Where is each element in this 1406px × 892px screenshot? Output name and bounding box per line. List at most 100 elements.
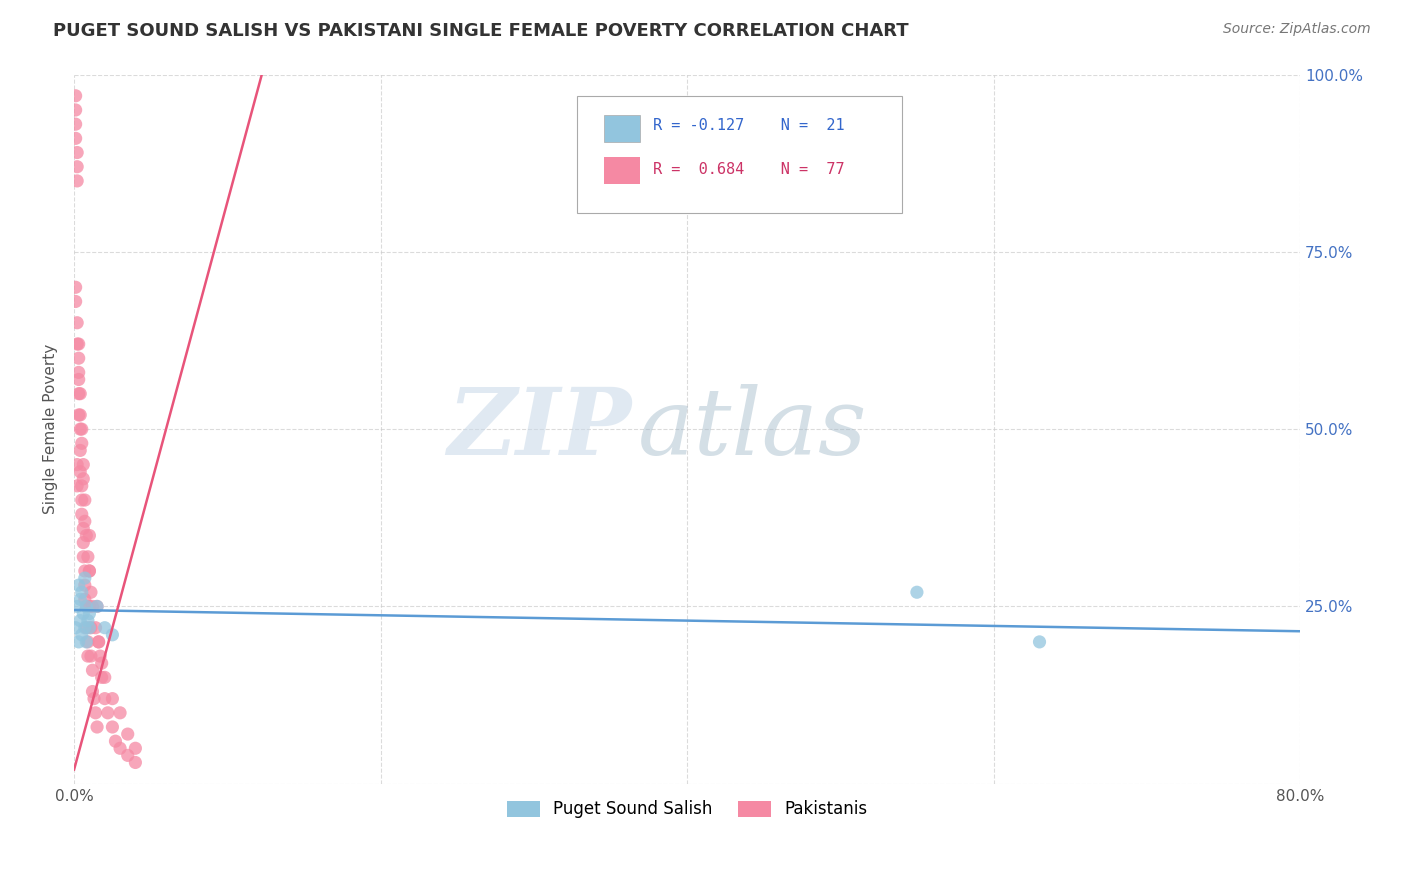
FancyBboxPatch shape bbox=[576, 95, 901, 213]
Point bbox=[79, 621, 101, 635]
Point bbox=[72, 521, 94, 535]
Point bbox=[75, 528, 97, 542]
Point bbox=[70, 436, 93, 450]
Bar bbox=[603, 158, 641, 185]
Point bbox=[69, 408, 91, 422]
Point bbox=[84, 621, 107, 635]
Point bbox=[69, 443, 91, 458]
Text: atlas: atlas bbox=[638, 384, 868, 475]
Point bbox=[77, 649, 100, 664]
Point bbox=[77, 549, 100, 564]
Point bbox=[93, 691, 115, 706]
Point bbox=[124, 741, 146, 756]
Point bbox=[101, 720, 124, 734]
Point bbox=[67, 578, 90, 592]
Point bbox=[75, 599, 97, 614]
Point bbox=[66, 316, 89, 330]
Point bbox=[66, 160, 89, 174]
Point bbox=[124, 756, 146, 770]
Point bbox=[69, 386, 91, 401]
Point bbox=[80, 649, 103, 664]
Point bbox=[86, 599, 108, 614]
Point bbox=[73, 564, 96, 578]
Point bbox=[80, 585, 103, 599]
Bar bbox=[603, 115, 641, 142]
Point bbox=[73, 592, 96, 607]
Point bbox=[117, 727, 139, 741]
Point bbox=[65, 621, 87, 635]
Point bbox=[72, 549, 94, 564]
Point bbox=[66, 479, 89, 493]
Point bbox=[97, 706, 120, 720]
Point bbox=[79, 599, 101, 614]
Point bbox=[82, 599, 104, 614]
Point bbox=[84, 706, 107, 720]
Text: R = -0.127    N =  21: R = -0.127 N = 21 bbox=[652, 118, 845, 133]
Point bbox=[67, 372, 90, 386]
Point bbox=[93, 670, 115, 684]
Text: R =  0.684    N =  77: R = 0.684 N = 77 bbox=[652, 162, 845, 177]
Point bbox=[72, 607, 94, 621]
Point bbox=[104, 734, 127, 748]
Point bbox=[66, 458, 89, 472]
Point bbox=[101, 691, 124, 706]
Point bbox=[117, 748, 139, 763]
Point bbox=[79, 607, 101, 621]
Point bbox=[72, 458, 94, 472]
Point bbox=[66, 145, 89, 160]
Point bbox=[70, 493, 93, 508]
Point bbox=[65, 88, 87, 103]
Point bbox=[90, 670, 112, 684]
Point bbox=[73, 493, 96, 508]
Point bbox=[82, 684, 104, 698]
Point bbox=[83, 691, 105, 706]
Point bbox=[70, 585, 93, 599]
Point bbox=[108, 706, 131, 720]
Point bbox=[75, 599, 97, 614]
Point bbox=[67, 408, 90, 422]
Point bbox=[86, 599, 108, 614]
Point bbox=[69, 592, 91, 607]
Point bbox=[66, 174, 89, 188]
Point bbox=[67, 635, 90, 649]
Y-axis label: Single Female Poverty: Single Female Poverty bbox=[44, 344, 58, 515]
Point bbox=[65, 294, 87, 309]
Point bbox=[69, 422, 91, 436]
Point bbox=[70, 507, 93, 521]
Point bbox=[89, 649, 111, 664]
Text: Source: ZipAtlas.com: Source: ZipAtlas.com bbox=[1223, 22, 1371, 37]
Legend: Puget Sound Salish, Pakistanis: Puget Sound Salish, Pakistanis bbox=[501, 794, 875, 825]
Point bbox=[73, 571, 96, 585]
Point bbox=[79, 564, 101, 578]
Point bbox=[65, 280, 87, 294]
Point bbox=[77, 614, 100, 628]
Point bbox=[93, 621, 115, 635]
Point bbox=[101, 628, 124, 642]
Point bbox=[66, 599, 89, 614]
Point bbox=[87, 635, 110, 649]
Point bbox=[77, 635, 100, 649]
Text: PUGET SOUND SALISH VS PAKISTANI SINGLE FEMALE POVERTY CORRELATION CHART: PUGET SOUND SALISH VS PAKISTANI SINGLE F… bbox=[53, 22, 910, 40]
Point bbox=[70, 628, 93, 642]
Point bbox=[65, 103, 87, 117]
Point bbox=[70, 422, 93, 436]
Point bbox=[72, 535, 94, 549]
Point bbox=[80, 621, 103, 635]
Point bbox=[75, 621, 97, 635]
Point bbox=[90, 656, 112, 670]
Point bbox=[79, 528, 101, 542]
Point bbox=[108, 741, 131, 756]
Point bbox=[69, 614, 91, 628]
Point bbox=[65, 131, 87, 145]
Point bbox=[73, 621, 96, 635]
Point bbox=[86, 720, 108, 734]
Point bbox=[73, 514, 96, 528]
Point bbox=[69, 465, 91, 479]
Point bbox=[65, 117, 87, 131]
Point bbox=[1028, 635, 1050, 649]
Point bbox=[75, 635, 97, 649]
Point bbox=[67, 337, 90, 351]
Point bbox=[73, 578, 96, 592]
Point bbox=[67, 386, 90, 401]
Point bbox=[905, 585, 928, 599]
